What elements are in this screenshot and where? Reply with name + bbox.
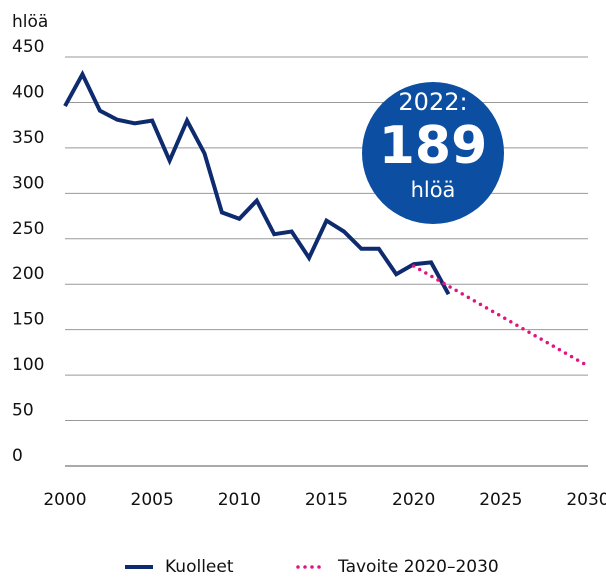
x-tick-label: 2020 (392, 490, 435, 510)
y-tick-label: 100 (12, 355, 44, 375)
annotation-label: 2022: (398, 88, 467, 116)
y-tick-label: 300 (12, 173, 44, 193)
annotation-bubble (362, 82, 504, 224)
y-tick-label: 400 (12, 82, 44, 102)
y-unit: hlöä (12, 12, 48, 32)
y-tick-label: 150 (12, 310, 44, 330)
x-tick-label: 2030 (566, 490, 606, 510)
series-line (63, 69, 451, 296)
annotation-value: 189 (379, 116, 488, 176)
x-tick-label: 2005 (131, 490, 174, 510)
y-tick-label: 450 (12, 37, 44, 57)
y-tick-label: 0 (12, 446, 23, 466)
y-tick-label: 250 (12, 219, 44, 239)
series-line (411, 264, 590, 368)
legend-label: Tavoite 2020–2030 (337, 557, 499, 577)
legend-label: Kuolleet (165, 557, 234, 577)
x-tick-label: 2010 (218, 490, 261, 510)
x-tick-label: 2015 (305, 490, 348, 510)
x-tick-label: 2025 (479, 490, 522, 510)
y-tick-label: 200 (12, 264, 44, 284)
y-tick-label: 350 (12, 128, 44, 148)
y-tick-label: 50 (12, 401, 34, 421)
annotation-unit: hlöä (411, 178, 456, 202)
x-tick-label: 2000 (43, 490, 86, 510)
